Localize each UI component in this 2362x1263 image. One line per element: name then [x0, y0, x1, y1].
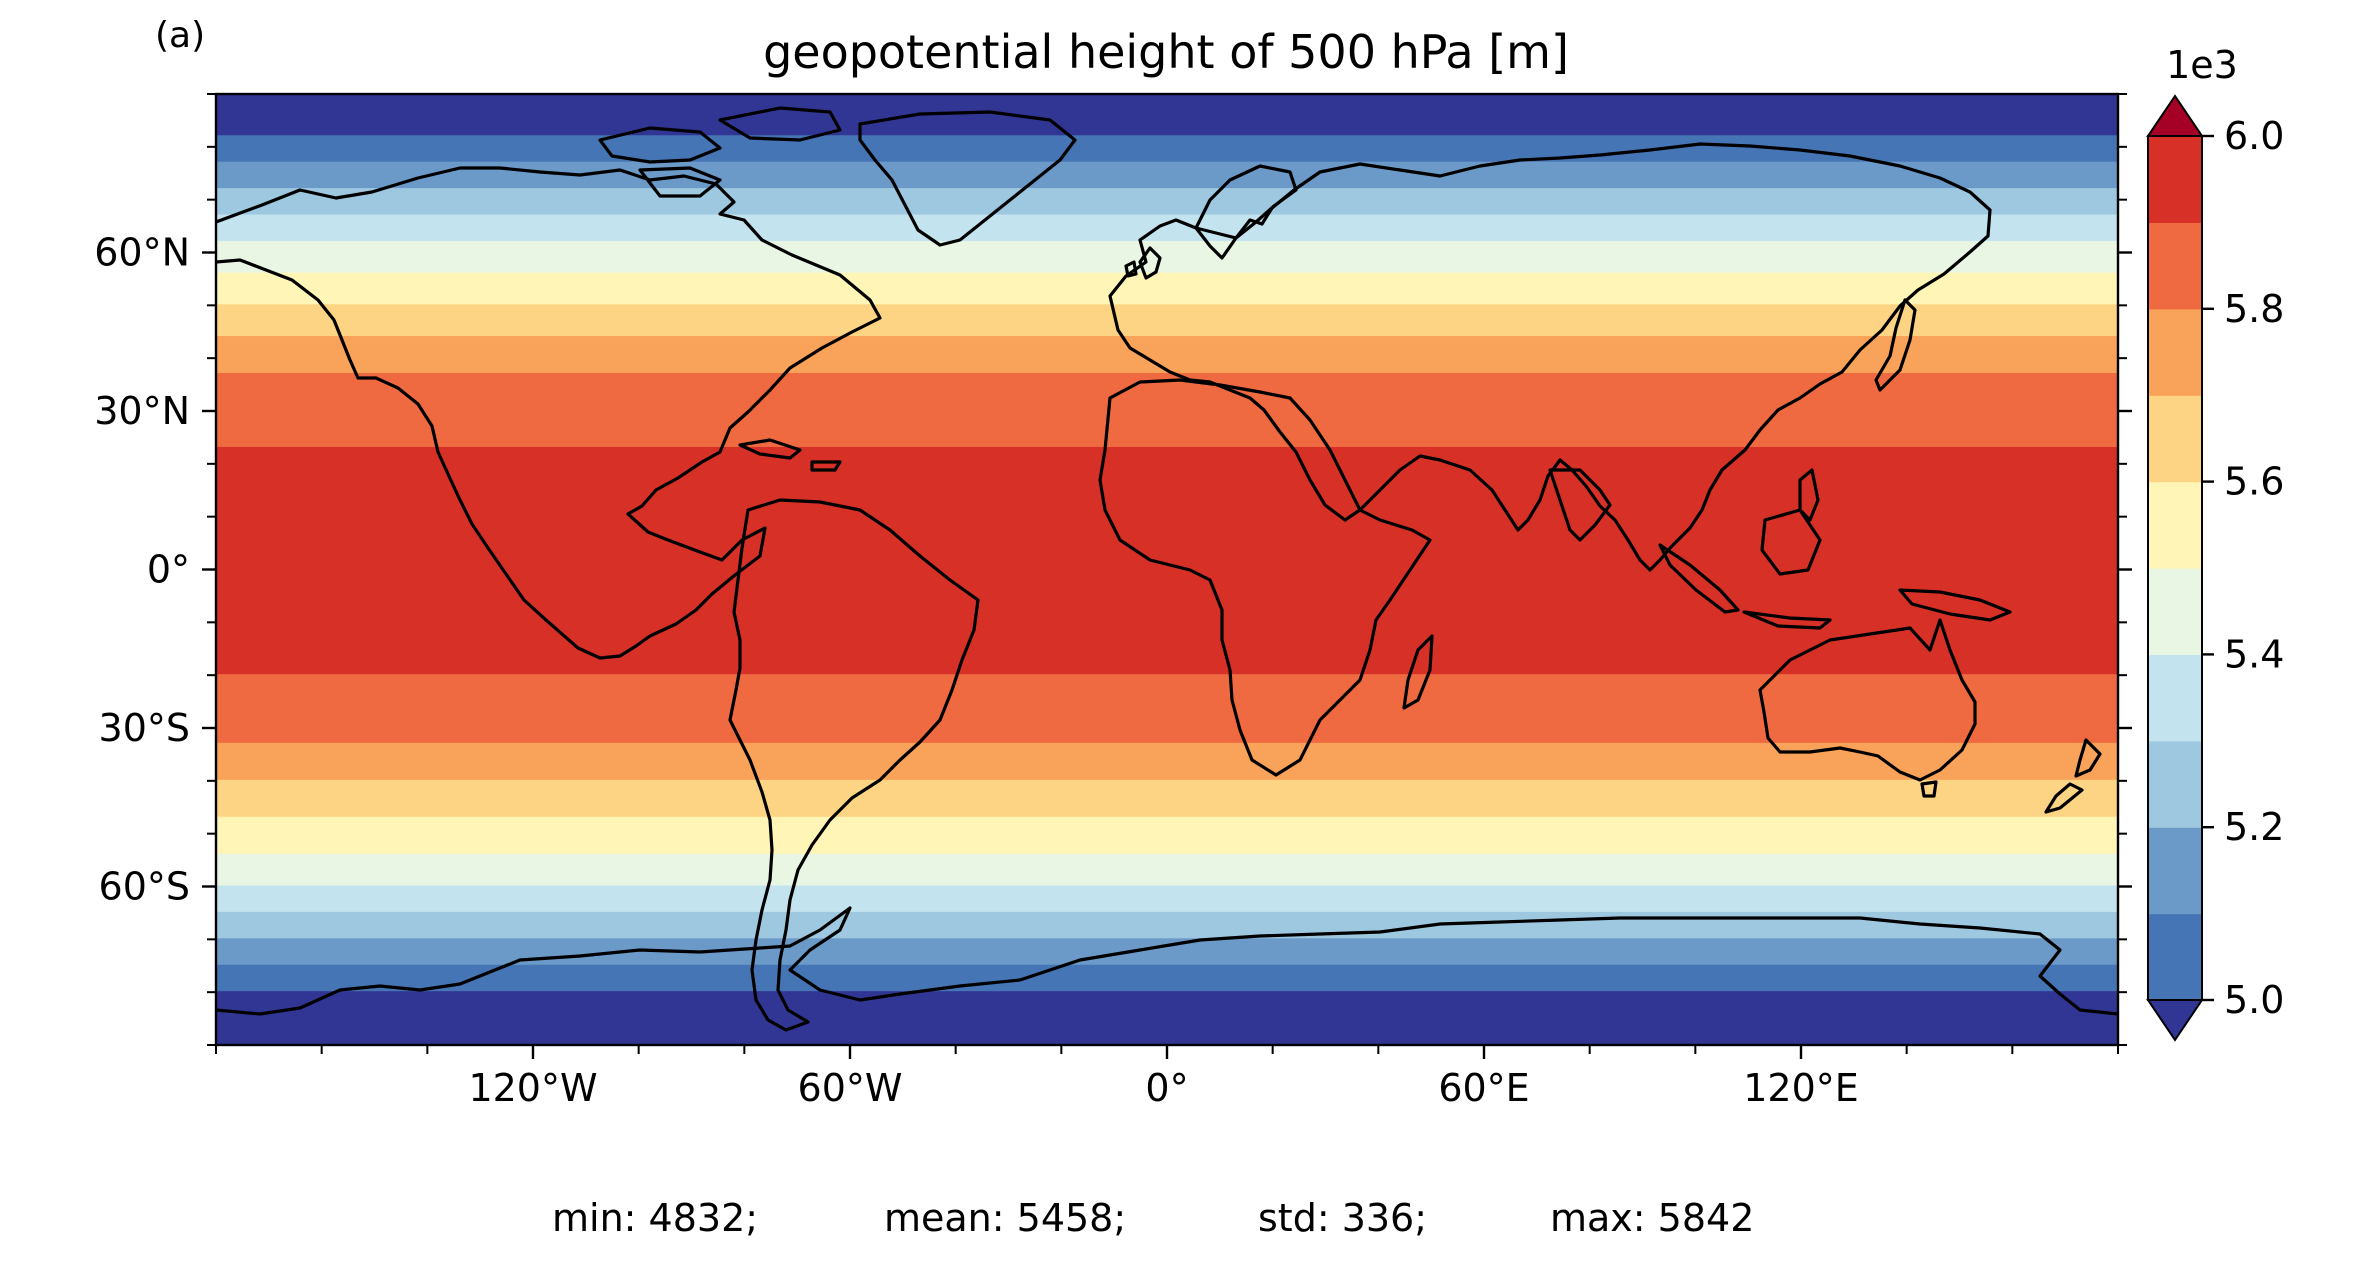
coastline-australia	[1758, 618, 1977, 782]
coastline-north-america	[216, 166, 882, 660]
colorbar-over-arrow	[2146, 94, 2204, 137]
field-band-20	[216, 991, 2118, 1045]
stat-std: std: 336;	[1258, 1196, 1428, 1240]
colorbar-segment-3	[2148, 654, 2202, 742]
colorbar-segment-4	[2148, 568, 2202, 655]
field-band-5	[216, 240, 2118, 275]
colorbar-segment-9	[2148, 136, 2202, 223]
field-band-11	[216, 674, 2118, 745]
lat-tick-label: 60°S	[99, 865, 190, 909]
colorbar-tick-label: 5.2	[2224, 805, 2284, 849]
latitude-axis: 60°N 30°N 0° 30°S 60°S	[94, 93, 2132, 1046]
field-band-10	[216, 446, 2118, 677]
colorbar: 5.0 5.2 5.4 5.6 5.8 6.0	[2146, 94, 2284, 1042]
coastlines	[216, 106, 2118, 1032]
stat-max: max: 5842	[1550, 1196, 1755, 1240]
panel-label: (a)	[155, 15, 205, 56]
lon-tick-label: 60°E	[1438, 1066, 1529, 1110]
field-band-18	[216, 938, 2118, 967]
colorbar-tick-label: 5.6	[2224, 460, 2284, 504]
colorbar-tick-label: 6.0	[2224, 114, 2284, 158]
lat-tick-label: 30°N	[94, 389, 190, 433]
geopotential-field	[216, 94, 2118, 1045]
coastline-tasmania	[1920, 780, 1938, 798]
coastline-arctic-islands	[598, 106, 842, 198]
coastline-indonesia	[1658, 508, 2012, 630]
statistics-line: min: 4832; mean: 5458; std: 336; max: 58…	[0, 1196, 2362, 1248]
coastline-japan	[1874, 298, 1917, 392]
colorbar-segment-8	[2148, 222, 2202, 310]
coastline-new-zealand	[2044, 738, 2102, 814]
field-band-19	[216, 964, 2118, 994]
longitude-axis: 120°W 60°W 0° 60°E 120°E	[215, 1045, 2119, 1110]
lon-tick-label: 120°W	[468, 1066, 597, 1110]
colorbar-segment-7	[2148, 308, 2202, 396]
coastline-madagascar	[1402, 634, 1434, 710]
field-band-7	[216, 304, 2118, 339]
field-band-1	[216, 135, 2118, 164]
coastline-india	[1548, 468, 1612, 542]
stat-mean: mean: 5458;	[884, 1196, 1127, 1240]
field-band-17	[216, 911, 2118, 941]
colorbar-segment-2	[2148, 740, 2202, 828]
lat-tick-label: 0°	[147, 548, 190, 592]
field-band-16	[216, 885, 2118, 914]
field-band-15	[216, 853, 2118, 888]
coastline-caribbean	[738, 438, 842, 472]
coastline-antarctica	[216, 906, 2118, 1016]
field-band-3	[216, 188, 2118, 217]
colorbar-tick-label: 5.0	[2224, 978, 2284, 1022]
colorbar-segment-6	[2148, 395, 2202, 483]
field-band-0	[216, 94, 2118, 138]
field-band-13	[216, 779, 2118, 819]
colorbar-segment-1	[2148, 827, 2202, 915]
coastline-british-isles	[1124, 246, 1162, 280]
lat-tick-label: 30°S	[99, 706, 190, 750]
lon-tick-label: 0°	[1145, 1066, 1188, 1110]
lon-tick-label: 120°E	[1743, 1066, 1859, 1110]
colorbar-segment-0	[2148, 913, 2202, 1001]
colorbar-under-arrow	[2146, 999, 2204, 1042]
map-title: geopotential height of 500 hPa [m]	[763, 25, 1569, 79]
coastline-philippines	[1798, 468, 1820, 522]
colorbar-segment-5	[2148, 481, 2202, 569]
colorbar-frame	[2147, 135, 2203, 1001]
colorbar-tick-label: 5.8	[2224, 287, 2284, 331]
coastline-scandinavia	[1194, 164, 1298, 240]
coastline-africa	[1098, 378, 1432, 777]
field-band-12	[216, 742, 2118, 782]
stat-min: min: 4832;	[552, 1196, 759, 1240]
field-band-6	[216, 272, 2118, 307]
coastline-greenland	[858, 110, 1077, 247]
field-band-9	[216, 373, 2118, 449]
lat-tick-label: 60°N	[94, 231, 190, 275]
field-band-2	[216, 161, 2118, 191]
field-band-14	[216, 816, 2118, 856]
field-band-4	[216, 214, 2118, 243]
coastline-south-america	[728, 498, 980, 1032]
colorbar-tick-label: 5.4	[2224, 632, 2284, 676]
lon-tick-label: 60°W	[798, 1066, 903, 1110]
colorbar-offset-label: 1e3	[2166, 43, 2238, 87]
